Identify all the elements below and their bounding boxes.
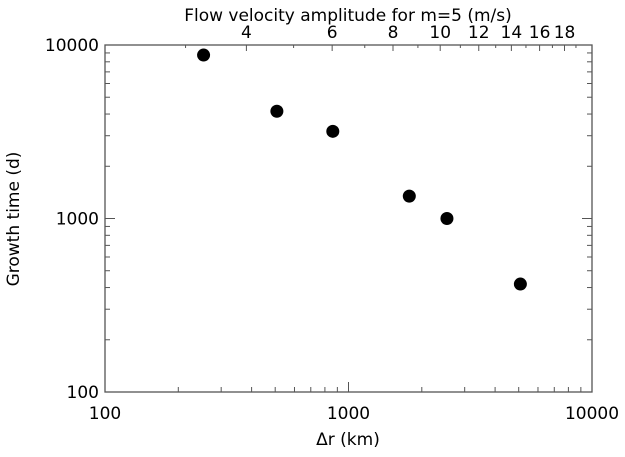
top-tick-label: 8	[388, 23, 399, 43]
axes	[104, 44, 593, 393]
data-point	[513, 277, 527, 291]
top-tick-label: 4	[241, 23, 252, 43]
y-tick-label: 10000	[45, 36, 99, 56]
y-tick-label: 1000	[56, 210, 99, 230]
top-tick-label: 10	[429, 23, 451, 43]
data-point	[440, 212, 454, 225]
data-point	[402, 189, 416, 203]
top-tick-label: 18	[554, 23, 576, 43]
top-tick-label: 14	[501, 23, 523, 43]
data-point	[197, 48, 211, 62]
x-tick-label: 100	[89, 404, 121, 424]
x-tick-label: 10000	[565, 404, 619, 424]
data-points	[197, 48, 527, 291]
y-axis-title: Growth time (d)	[4, 152, 24, 287]
top-axis-title: Flow velocity amplitude for m=5 (m/s)	[184, 6, 512, 26]
data-point	[270, 104, 284, 118]
y-tick-label: 100	[67, 383, 99, 403]
top-tick-label: 12	[468, 23, 490, 43]
data-point	[326, 124, 340, 138]
plot-frame	[104, 44, 593, 393]
top-tick-label: 16	[529, 23, 551, 43]
x-tick-label: 1000	[327, 404, 370, 424]
x-axis-title: Δr (km)	[316, 430, 380, 450]
top-tick-label: 6	[327, 23, 338, 43]
tick-labels: 100 1000 10000 100 1000 10000 4 6 8 10 12 14 16 18	[45, 23, 619, 424]
